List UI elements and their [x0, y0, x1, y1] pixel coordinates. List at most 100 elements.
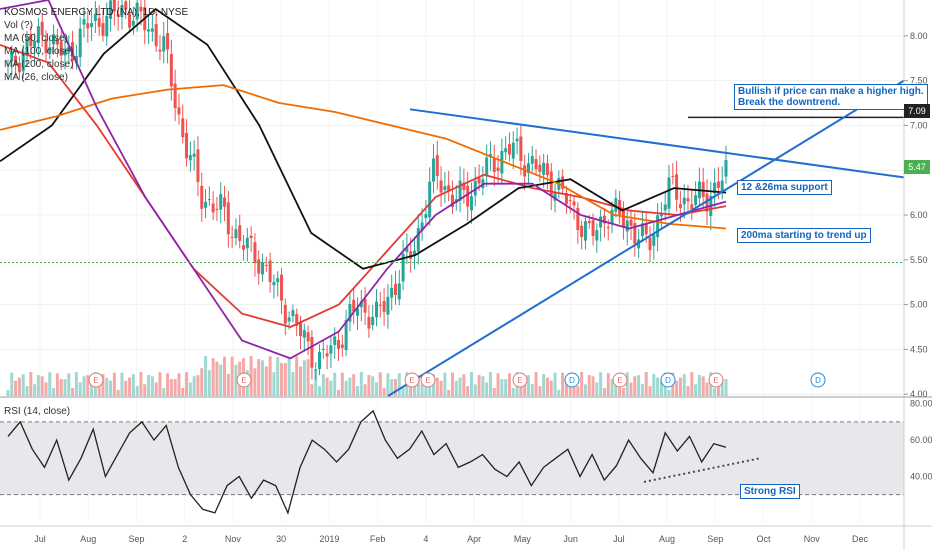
strong-rsi-note[interactable]: Strong RSI [740, 484, 800, 499]
candle-body [356, 308, 360, 316]
candle-body [211, 203, 215, 213]
candle-body [629, 219, 633, 226]
volume-bar [340, 372, 344, 396]
x-tick-label: Nov [225, 534, 242, 544]
volume-bar [223, 356, 227, 396]
event-marker-label: D [569, 376, 575, 385]
volume-bar [652, 374, 656, 396]
candle-body [724, 160, 728, 177]
volume-bar [348, 377, 352, 396]
volume-bar [629, 382, 633, 396]
legend-ma100[interactable]: MA (100, close) [4, 46, 74, 57]
volume-bar [17, 377, 21, 396]
earnings-marker [612, 372, 628, 388]
candle-body [716, 181, 720, 188]
y-tick-label: 4.50 [910, 344, 928, 354]
candle-body [188, 155, 192, 161]
ma200-note[interactable]: 200ma starting to trend up [737, 228, 871, 243]
event-marker-label: E [713, 376, 718, 385]
legend-ma50[interactable]: MA (50, close) [4, 33, 68, 44]
event-marker-label: E [617, 376, 622, 385]
candle-body [621, 210, 625, 228]
volume-bar [656, 377, 660, 396]
candle-body [230, 236, 234, 238]
trendlines[interactable] [0, 79, 905, 397]
candle-body [219, 194, 223, 210]
volume-bar [420, 384, 424, 396]
volume-bar [356, 386, 360, 396]
volume-bar [59, 379, 63, 396]
volume-bar [344, 380, 348, 396]
candle-body [397, 283, 401, 300]
volume-bar [591, 376, 595, 396]
volume-bar [435, 377, 439, 396]
bullish-note[interactable]: Bullish if price can make a higher high.… [734, 84, 928, 110]
x-tick-label: Jul [613, 534, 625, 544]
legend-ma200[interactable]: MA (200, close) [4, 59, 74, 70]
candle-body [663, 204, 667, 211]
candle-body [112, 0, 116, 12]
candle-body [128, 13, 132, 28]
volume-bar [21, 374, 25, 396]
candle-body [44, 39, 48, 54]
volume-bar [82, 376, 86, 396]
volume-bar [511, 387, 515, 396]
volume-bar [454, 380, 458, 396]
volume-bar [523, 376, 527, 396]
event-markers[interactable]: E E E E D E D E DE [88, 372, 826, 388]
volume-bar [678, 377, 682, 396]
candle-body [139, 6, 143, 12]
volume-bar [481, 376, 485, 396]
rsi-legend[interactable]: RSI (14, close) [4, 406, 71, 417]
x-tick-label: Nov [804, 534, 821, 544]
volume-bar [386, 373, 390, 396]
volume-bar [659, 380, 663, 396]
volume-bar [272, 372, 276, 396]
resistance-price-tag: 7.09 [904, 104, 930, 118]
candle-body [659, 214, 663, 217]
volume-bar [648, 386, 652, 396]
volume-bar [162, 388, 166, 396]
candle-body [545, 163, 549, 176]
candle-body [538, 164, 542, 172]
volume-bar [697, 375, 701, 396]
volume-bar [409, 382, 413, 396]
candle-body [36, 26, 40, 43]
earnings-marker [708, 372, 724, 388]
candle-body [71, 42, 75, 61]
candle-body [52, 34, 56, 45]
candle-body [329, 345, 333, 354]
candle-body [40, 21, 44, 36]
volume-bar [640, 384, 644, 396]
candle-body [234, 229, 238, 239]
legend-title[interactable]: KOSMOS ENERGY LTD (NA), 1D, NYSE [4, 7, 189, 18]
candle-body [549, 171, 553, 197]
candle-body [359, 301, 363, 308]
volume-bar [724, 379, 728, 396]
candle-body [686, 198, 690, 202]
earnings-marker [512, 372, 528, 388]
candle-body [291, 310, 295, 317]
candle-body [93, 13, 97, 21]
candle-body [412, 250, 416, 255]
volume-bar [694, 384, 698, 396]
candle-body [166, 33, 170, 50]
volume-bar [458, 377, 462, 396]
candle-body [215, 209, 219, 211]
legend-ma26[interactable]: MA (26, close) [4, 72, 68, 83]
volume-bar [6, 390, 10, 396]
volume-bar [545, 377, 549, 396]
candle-body [515, 138, 519, 142]
candle-body [135, 2, 139, 20]
legend-volume[interactable]: Vol (?) [4, 20, 33, 31]
volume-bar [215, 361, 219, 396]
ma-support-note[interactable]: 12 &26ma support [737, 180, 832, 195]
candle-body [420, 222, 424, 231]
volume-bar [306, 359, 310, 396]
x-tick-label: Aug [659, 534, 675, 544]
volume-bar [226, 373, 230, 396]
volume-bar [63, 379, 67, 396]
candle-body [283, 304, 287, 324]
volume-bar [139, 372, 143, 396]
